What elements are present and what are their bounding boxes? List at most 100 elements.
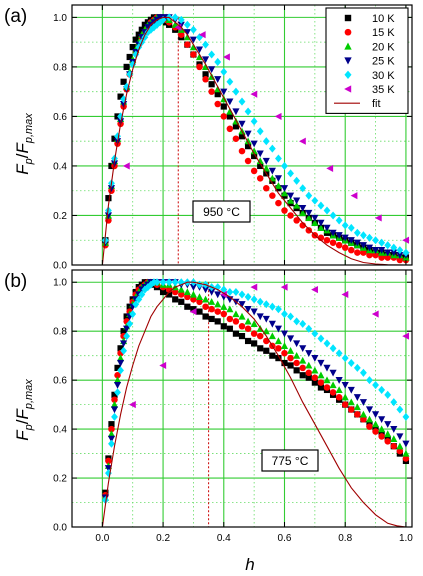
point-10-k bbox=[120, 328, 127, 335]
legend-label-fit: fit bbox=[372, 98, 381, 110]
point-15-k bbox=[256, 332, 264, 340]
legend-label-30-k: 30 K bbox=[372, 70, 395, 82]
point-30-k bbox=[262, 137, 270, 146]
point-15-k bbox=[275, 199, 282, 207]
point-10-k bbox=[232, 330, 240, 337]
legend-box bbox=[325, 7, 409, 114]
point-15-k bbox=[238, 323, 246, 330]
point-25-k bbox=[208, 66, 216, 74]
point-30-k bbox=[390, 398, 398, 407]
point-25-k bbox=[323, 364, 331, 372]
point-30-k bbox=[150, 23, 158, 32]
point-25-k bbox=[359, 399, 367, 406]
point-10-k bbox=[257, 162, 264, 170]
point-25-k bbox=[262, 315, 270, 323]
point-35-k bbox=[341, 290, 349, 299]
point-15-k bbox=[220, 310, 228, 318]
series-35-k bbox=[128, 283, 410, 409]
point-10-k bbox=[208, 81, 215, 88]
point-15-k bbox=[208, 88, 215, 95]
point-10-k bbox=[287, 362, 294, 369]
point-20-k bbox=[274, 337, 282, 345]
point-30-k bbox=[317, 334, 325, 343]
panel-a: 0.00.20.40.60.81.0 (a) Fp/Fp,max 950 °C … bbox=[4, 4, 413, 272]
point-20-k bbox=[195, 293, 204, 301]
point-35-k bbox=[311, 286, 318, 294]
point-15-k bbox=[341, 244, 349, 251]
point-30-k bbox=[293, 317, 301, 326]
point-20-k bbox=[372, 420, 380, 428]
point-20-k bbox=[107, 430, 116, 438]
point-15-k bbox=[281, 207, 288, 214]
point-35-k bbox=[250, 283, 258, 291]
point-20-k bbox=[317, 224, 325, 231]
point-15-k bbox=[317, 379, 325, 386]
point-30-k bbox=[220, 67, 228, 76]
point-15-k bbox=[250, 330, 258, 337]
point-15-k bbox=[263, 337, 270, 345]
panel-b: 0.0 0.2 0.4 0.6 0.8 1.0 0.0 0.2 0.4 0.6 0.8 1.0 (b)… bbox=[4, 269, 413, 574]
panel-a-label: (a) bbox=[4, 6, 27, 27]
point-15-k bbox=[190, 51, 197, 58]
point-15-k bbox=[402, 455, 410, 462]
plot-b-annotation-box: 775 °C bbox=[261, 449, 319, 472]
point-30-k bbox=[287, 312, 294, 321]
point-30-k bbox=[396, 246, 404, 255]
point-15-k bbox=[378, 433, 385, 440]
point-10-k bbox=[105, 195, 112, 202]
point-30-k bbox=[347, 358, 355, 368]
point-30-k bbox=[141, 33, 149, 42]
point-10-k bbox=[293, 367, 300, 374]
point-25-k bbox=[335, 232, 343, 240]
point-15-k bbox=[354, 411, 361, 418]
point-10-k bbox=[281, 359, 288, 367]
point-20-k bbox=[250, 320, 258, 327]
point-25-k bbox=[220, 88, 228, 96]
point-25-k bbox=[123, 325, 131, 333]
point-30-k bbox=[226, 287, 234, 297]
point-30-k bbox=[165, 278, 173, 287]
point-30-k bbox=[138, 290, 146, 299]
point-15-k bbox=[323, 236, 331, 244]
point-25-k bbox=[287, 335, 295, 343]
point-10-k bbox=[108, 421, 115, 428]
point-15-k bbox=[244, 157, 252, 165]
legend-label-20-k: 20 K bbox=[372, 41, 395, 53]
point-25-k bbox=[299, 345, 307, 353]
legend-entry-15-k: 15 K bbox=[344, 27, 395, 39]
point-25-k bbox=[107, 185, 116, 192]
point-10-k bbox=[166, 291, 173, 298]
point-35-k bbox=[128, 401, 136, 409]
y-tick-label: 0.0 bbox=[53, 523, 67, 534]
point-30-k bbox=[132, 50, 140, 59]
point-20-k bbox=[226, 305, 234, 313]
legend-label-15-k: 15 K bbox=[372, 27, 395, 39]
point-25-k bbox=[189, 36, 197, 44]
point-15-k bbox=[311, 374, 319, 381]
point-25-k bbox=[202, 286, 210, 294]
point-15-k bbox=[396, 447, 404, 455]
point-20-k bbox=[299, 209, 307, 217]
point-15-k bbox=[287, 212, 294, 219]
point-30-k bbox=[256, 127, 264, 136]
point-20-k bbox=[110, 400, 119, 408]
point-15-k bbox=[269, 192, 276, 199]
point-30-k bbox=[111, 412, 118, 421]
point-25-k bbox=[274, 175, 282, 183]
point-25-k bbox=[293, 340, 301, 348]
point-15-k bbox=[184, 41, 191, 48]
point-20-k bbox=[353, 403, 361, 411]
point-25-k bbox=[323, 224, 331, 232]
point-30-k bbox=[353, 228, 361, 237]
x-tick-label: 0.2 bbox=[156, 533, 170, 544]
point-25-k bbox=[372, 247, 380, 254]
point-30-k bbox=[202, 40, 209, 49]
point-10-k bbox=[202, 71, 209, 78]
point-25-k bbox=[299, 204, 307, 212]
point-10-k bbox=[159, 288, 167, 296]
plot-b-frame bbox=[71, 269, 413, 528]
point-25-k bbox=[120, 340, 128, 348]
point-35-k bbox=[159, 361, 167, 370]
point-30-k bbox=[177, 278, 185, 287]
point-15-k bbox=[372, 251, 379, 259]
